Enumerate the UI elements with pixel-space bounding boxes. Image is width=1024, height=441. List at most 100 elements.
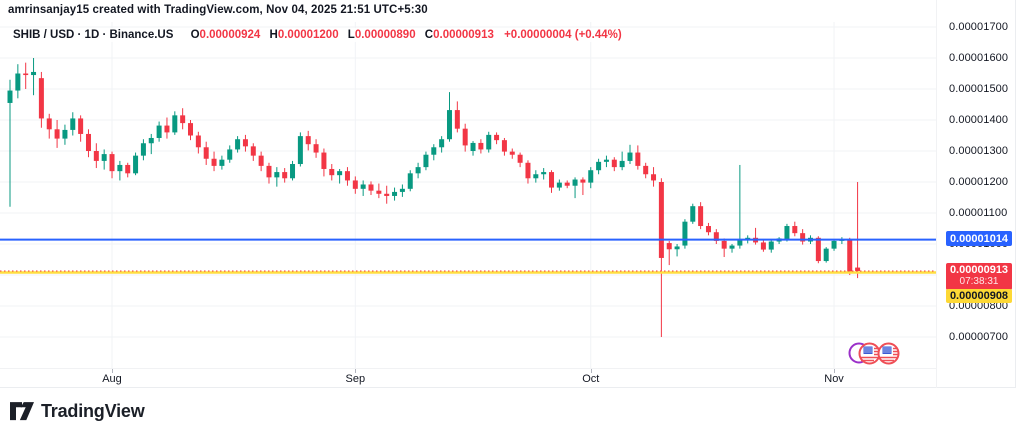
candle	[462, 123, 468, 152]
candle	[78, 115, 84, 142]
candle	[533, 170, 539, 183]
candle	[250, 143, 256, 161]
candle	[392, 187, 398, 201]
tradingview-logo[interactable]: TradingView	[10, 401, 145, 422]
candle	[446, 92, 452, 142]
candle	[682, 219, 688, 249]
low-label: L	[347, 29, 355, 41]
price-axis-label: 0.00001500	[949, 83, 1009, 95]
price-axis-label: 0.00001300	[949, 145, 1009, 157]
candle	[7, 79, 13, 207]
candle	[784, 223, 790, 242]
candle	[603, 155, 609, 168]
us-flag-icon	[858, 342, 881, 365]
price-axis-label: 0.00000700	[949, 331, 1009, 343]
candle	[384, 185, 390, 204]
current-price-value: 0.00000913	[949, 263, 1009, 276]
candle	[297, 132, 303, 167]
candle	[478, 139, 484, 154]
price-axis: 0.000007000.000008000.000009000.00001000…	[936, 0, 1016, 388]
time-axis-tick	[834, 369, 836, 373]
candle	[588, 167, 594, 189]
candle	[227, 145, 233, 163]
candle	[85, 129, 91, 158]
candle	[344, 167, 350, 186]
candle	[729, 244, 735, 253]
candle	[368, 181, 374, 196]
symbol-legend: SHIB / USD · 1D · Binance.US O0.00000924…	[13, 28, 626, 42]
tradingview-logo-text: TradingView	[41, 401, 145, 421]
time-axis-label: Sep	[345, 373, 366, 385]
candle	[180, 108, 186, 130]
candle	[188, 120, 194, 141]
current-price-label: 0.00000913 07:38:31	[946, 262, 1012, 290]
candles	[7, 58, 861, 337]
candle	[847, 237, 853, 275]
candle	[800, 229, 806, 245]
candle	[376, 183, 382, 199]
grid	[0, 22, 936, 368]
candle	[337, 168, 343, 184]
us-flag-icon	[877, 342, 900, 365]
candle	[164, 117, 170, 139]
price-axis-label: 0.00001200	[949, 176, 1009, 188]
open-label: O	[190, 29, 200, 41]
candle	[23, 62, 29, 89]
candle	[93, 143, 99, 169]
attribution-text: amrinsanjay15 created with TradingView.c…	[8, 4, 428, 16]
candle	[133, 152, 139, 176]
candle	[62, 124, 68, 145]
price-axis-label: 0.00001700	[949, 21, 1009, 33]
candle	[705, 222, 711, 236]
close-label: C	[424, 29, 434, 41]
high-value: 0.00001200	[277, 29, 339, 41]
price-axis-label: 0.00000800	[949, 300, 1009, 312]
candle	[31, 58, 37, 96]
candle	[564, 180, 570, 189]
candle	[541, 168, 547, 180]
candle	[525, 160, 531, 184]
candle	[46, 113, 52, 139]
candle	[690, 203, 696, 224]
candle	[70, 112, 76, 136]
candle	[266, 162, 272, 184]
high-label: H	[269, 29, 278, 41]
candle	[148, 133, 154, 155]
candle	[203, 141, 209, 165]
candle	[855, 182, 861, 279]
candle	[235, 136, 241, 153]
open-value: 0.00000924	[199, 29, 261, 41]
candle	[290, 160, 296, 181]
candle	[242, 134, 248, 152]
time-axis-label: Aug	[102, 373, 122, 385]
candle	[258, 151, 264, 172]
candle	[305, 130, 311, 151]
candle	[698, 202, 704, 230]
candle	[713, 229, 719, 244]
blue-line-price-label[interactable]: 0.00001014	[946, 231, 1012, 247]
symbol-title[interactable]: SHIB / USD · 1D · Binance.US	[13, 29, 174, 41]
candle	[313, 139, 319, 158]
candle	[635, 145, 641, 170]
candle	[282, 168, 288, 183]
time-axis-tick	[112, 369, 114, 373]
chart-card: amrinsanjay15 created with TradingView.c…	[0, 0, 1016, 388]
price-axis-label: 0.00001400	[949, 114, 1009, 126]
time-axis-label: Oct	[582, 373, 600, 385]
yellow-line-price-label[interactable]: 0.00000908	[946, 288, 1012, 303]
candle	[666, 240, 672, 266]
candle	[619, 151, 625, 171]
candle	[556, 179, 562, 191]
candle	[38, 71, 44, 128]
candle	[549, 170, 555, 193]
pair-flags-watermark	[848, 342, 900, 365]
change-value: +0.00000004 (+0.44%)	[504, 29, 622, 41]
tradingview-logo-icon	[10, 402, 34, 421]
candle	[768, 240, 774, 253]
candle	[815, 236, 821, 264]
candle	[109, 151, 115, 179]
candle	[580, 177, 586, 196]
candle	[439, 136, 445, 153]
price-axis-label: 0.00001600	[949, 52, 1009, 64]
candle	[470, 141, 476, 156]
